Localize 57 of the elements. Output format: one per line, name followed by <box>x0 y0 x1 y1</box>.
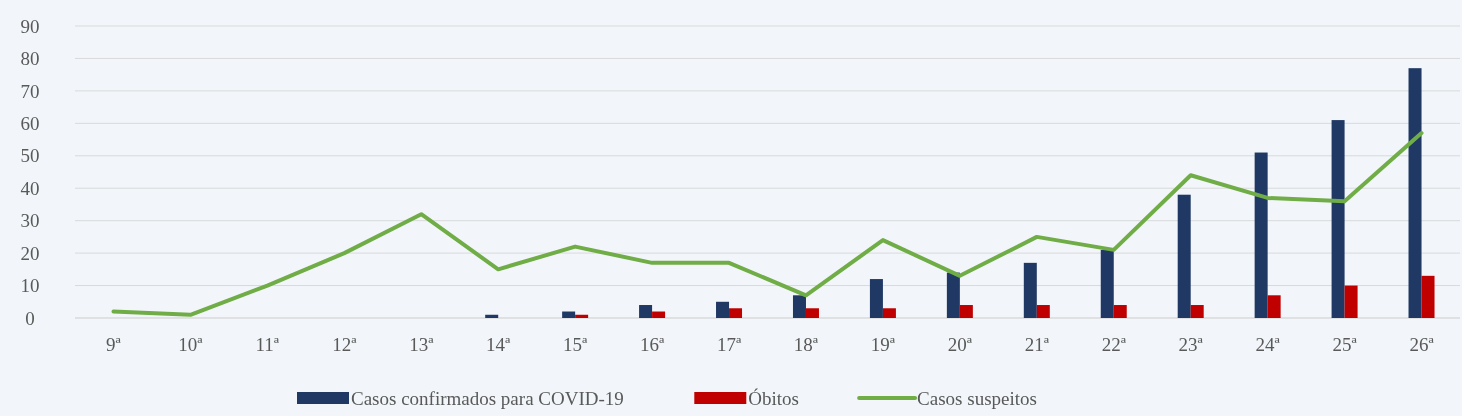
x-tick-label: 19ª <box>870 334 896 355</box>
bar <box>1190 305 1204 318</box>
x-tick-label: 23ª <box>1178 334 1204 355</box>
x-tick-label: 9ª <box>106 334 122 355</box>
bar <box>729 308 743 318</box>
x-tick-label: 26ª <box>1409 334 1435 355</box>
bar <box>485 314 499 318</box>
y-tick-label: 90 <box>20 15 40 37</box>
x-tick-label: 16ª <box>639 334 665 355</box>
y-tick-label: 50 <box>20 145 40 167</box>
x-tick-label: 17ª <box>716 334 742 355</box>
legend-label: Óbitos <box>748 388 799 409</box>
y-tick-label: 80 <box>20 48 40 70</box>
bar <box>652 311 666 318</box>
bar <box>1254 152 1268 318</box>
bar <box>1177 194 1191 318</box>
legend-label: Casos confirmados para COVID-19 <box>351 388 624 409</box>
x-tick-label: 10ª <box>178 334 204 355</box>
y-tick-label: 70 <box>20 80 40 102</box>
bar <box>1100 249 1114 318</box>
bar <box>792 295 806 318</box>
x-tick-label: 11ª <box>255 334 280 355</box>
x-tick-label: 25ª <box>1332 334 1358 355</box>
bar <box>946 272 960 318</box>
bar <box>1408 68 1422 318</box>
bar <box>1331 120 1345 318</box>
line-series <box>111 131 1424 317</box>
y-tick-label: 0 <box>25 307 35 329</box>
bar <box>1421 275 1435 318</box>
bar <box>959 305 973 318</box>
x-tick-label: 13ª <box>409 334 435 355</box>
x-tick-label: 22ª <box>1101 334 1127 355</box>
x-tick-label: 20ª <box>947 334 973 355</box>
x-tick-label: 15ª <box>563 334 589 355</box>
x-tick-label: 12ª <box>332 334 358 355</box>
bar <box>1344 285 1358 318</box>
y-tick-label: 20 <box>20 242 40 264</box>
bar <box>882 308 896 318</box>
legend-label: Casos suspeitos <box>917 388 1037 409</box>
y-tick-label: 60 <box>20 112 40 134</box>
bar <box>1023 262 1037 318</box>
bar <box>1267 295 1281 318</box>
y-tick-label: 30 <box>20 210 40 232</box>
bar <box>716 301 730 318</box>
bar <box>1036 305 1050 318</box>
bar <box>1113 305 1127 318</box>
bar <box>575 314 589 318</box>
bar <box>639 305 653 318</box>
x-tick-label: 18ª <box>793 334 819 355</box>
y-tick-label: 40 <box>20 177 40 199</box>
bar <box>805 308 819 318</box>
x-tick-label: 21ª <box>1024 334 1050 355</box>
bar <box>869 279 883 318</box>
bar <box>562 311 576 318</box>
x-tick-label: 14ª <box>486 334 512 355</box>
x-tick-label: 24ª <box>1255 334 1281 355</box>
y-tick-label: 10 <box>20 275 40 297</box>
